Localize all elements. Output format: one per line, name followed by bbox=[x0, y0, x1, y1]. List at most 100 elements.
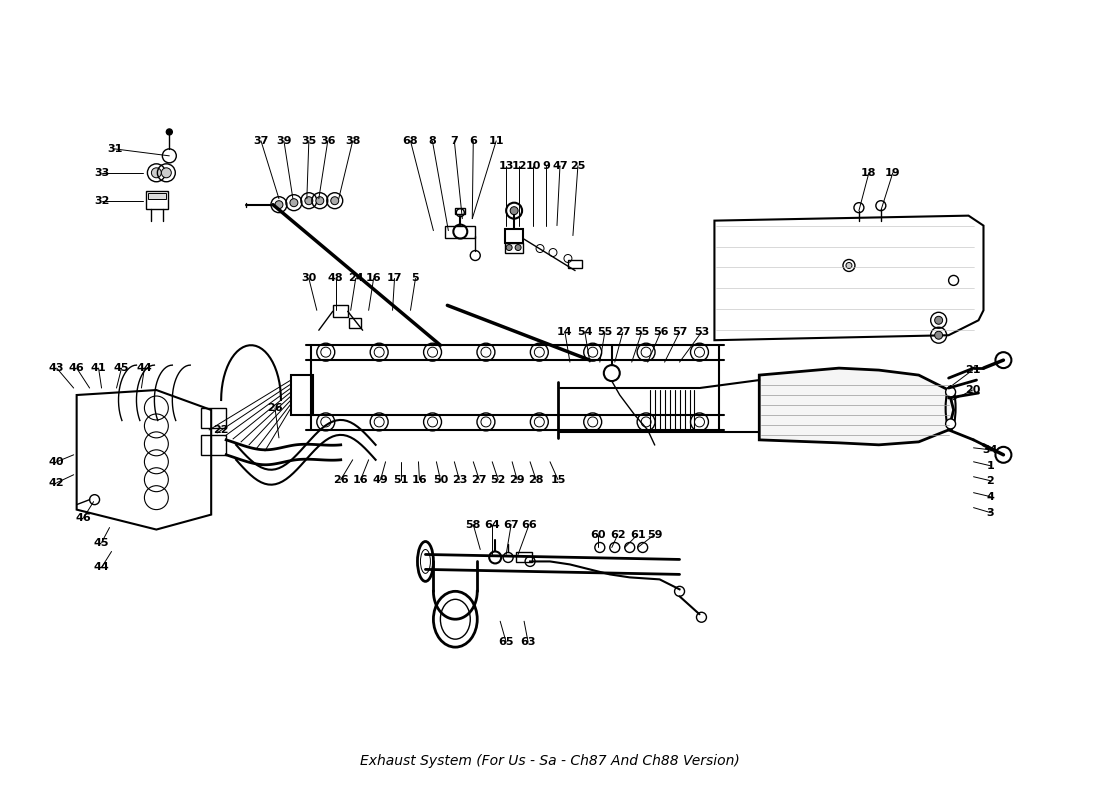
Text: 32: 32 bbox=[94, 196, 109, 206]
Text: 21: 21 bbox=[965, 365, 980, 375]
Text: 45: 45 bbox=[113, 363, 129, 373]
Text: 3: 3 bbox=[987, 508, 994, 518]
Circle shape bbox=[152, 168, 162, 178]
Ellipse shape bbox=[433, 591, 477, 647]
Circle shape bbox=[162, 168, 172, 178]
Text: 18: 18 bbox=[861, 168, 877, 178]
Text: 9: 9 bbox=[542, 161, 550, 171]
Circle shape bbox=[166, 129, 173, 135]
Text: 41: 41 bbox=[91, 363, 107, 373]
Circle shape bbox=[935, 331, 943, 339]
Text: 14: 14 bbox=[557, 327, 573, 338]
Circle shape bbox=[305, 197, 312, 205]
Text: 30: 30 bbox=[301, 274, 317, 283]
Text: 33: 33 bbox=[94, 168, 109, 178]
Text: 59: 59 bbox=[647, 530, 662, 539]
Text: 44: 44 bbox=[136, 363, 152, 373]
Circle shape bbox=[946, 419, 956, 429]
Circle shape bbox=[506, 245, 513, 250]
Bar bbox=[455, 208, 465, 214]
Text: 46: 46 bbox=[76, 513, 91, 522]
Text: 64: 64 bbox=[484, 519, 500, 530]
Bar bbox=[148, 193, 166, 198]
Text: 60: 60 bbox=[590, 530, 606, 539]
Text: 37: 37 bbox=[253, 136, 268, 146]
Text: 20: 20 bbox=[965, 385, 980, 395]
Text: 28: 28 bbox=[528, 474, 543, 485]
Text: 15: 15 bbox=[550, 474, 565, 485]
Bar bbox=[201, 408, 227, 428]
Text: 48: 48 bbox=[328, 274, 343, 283]
Text: 12: 12 bbox=[512, 161, 527, 171]
Text: 23: 23 bbox=[452, 474, 468, 485]
Polygon shape bbox=[77, 390, 211, 530]
Circle shape bbox=[275, 201, 283, 209]
Text: 7: 7 bbox=[451, 136, 459, 146]
Text: 45: 45 bbox=[94, 538, 109, 547]
Text: 26: 26 bbox=[333, 474, 349, 485]
Text: 61: 61 bbox=[630, 530, 646, 539]
Text: 42: 42 bbox=[48, 478, 65, 488]
Circle shape bbox=[935, 316, 943, 324]
Circle shape bbox=[515, 245, 521, 250]
Polygon shape bbox=[759, 368, 954, 445]
Text: 17: 17 bbox=[387, 274, 403, 283]
Text: 8: 8 bbox=[429, 136, 437, 146]
Bar bbox=[146, 190, 168, 209]
Text: 25: 25 bbox=[570, 161, 585, 171]
Text: 38: 38 bbox=[345, 136, 361, 146]
Circle shape bbox=[946, 387, 956, 397]
Circle shape bbox=[331, 197, 339, 205]
Bar bbox=[290, 375, 312, 415]
Text: 11: 11 bbox=[488, 136, 504, 146]
Text: 55: 55 bbox=[634, 327, 649, 338]
Circle shape bbox=[846, 262, 851, 269]
Bar bbox=[333, 306, 348, 318]
Text: Exhaust System (For Us - Sa - Ch87 And Ch88 Version): Exhaust System (For Us - Sa - Ch87 And C… bbox=[360, 754, 740, 768]
Text: 27: 27 bbox=[615, 327, 630, 338]
Text: 58: 58 bbox=[465, 519, 481, 530]
Text: 36: 36 bbox=[320, 136, 336, 146]
Text: 46: 46 bbox=[69, 363, 85, 373]
Bar bbox=[516, 553, 532, 562]
Text: 22: 22 bbox=[213, 425, 229, 435]
Text: 39: 39 bbox=[276, 136, 292, 146]
Circle shape bbox=[290, 198, 298, 206]
Text: 63: 63 bbox=[520, 637, 536, 647]
Text: 44: 44 bbox=[94, 562, 109, 573]
Text: 31: 31 bbox=[107, 144, 122, 154]
Text: 40: 40 bbox=[50, 457, 65, 466]
Text: 55: 55 bbox=[597, 327, 613, 338]
Text: 54: 54 bbox=[578, 327, 593, 338]
Text: 13: 13 bbox=[498, 161, 514, 171]
Text: 47: 47 bbox=[552, 161, 568, 171]
Bar bbox=[201, 435, 227, 455]
Text: 53: 53 bbox=[694, 327, 710, 338]
Ellipse shape bbox=[418, 542, 433, 582]
Bar bbox=[568, 261, 582, 269]
Text: 10: 10 bbox=[526, 161, 541, 171]
Circle shape bbox=[89, 494, 100, 505]
Text: 16: 16 bbox=[353, 474, 369, 485]
Text: 57: 57 bbox=[672, 327, 688, 338]
Text: 16: 16 bbox=[366, 274, 382, 283]
Text: 16: 16 bbox=[411, 474, 427, 485]
Text: 19: 19 bbox=[886, 168, 901, 178]
Bar bbox=[446, 226, 475, 238]
Text: 27: 27 bbox=[472, 474, 487, 485]
Text: 51: 51 bbox=[393, 474, 408, 485]
Text: 67: 67 bbox=[504, 519, 519, 530]
Text: 34: 34 bbox=[982, 445, 998, 455]
Text: 2: 2 bbox=[987, 476, 994, 486]
Polygon shape bbox=[714, 216, 983, 340]
Text: 62: 62 bbox=[610, 530, 626, 539]
Text: 6: 6 bbox=[470, 136, 477, 146]
Text: 52: 52 bbox=[491, 474, 506, 485]
Text: 65: 65 bbox=[498, 637, 514, 647]
Text: 35: 35 bbox=[301, 136, 317, 146]
Text: 43: 43 bbox=[50, 363, 65, 373]
Text: 24: 24 bbox=[348, 274, 363, 283]
Text: 29: 29 bbox=[509, 474, 525, 485]
Text: 66: 66 bbox=[521, 519, 537, 530]
Bar bbox=[505, 229, 524, 242]
